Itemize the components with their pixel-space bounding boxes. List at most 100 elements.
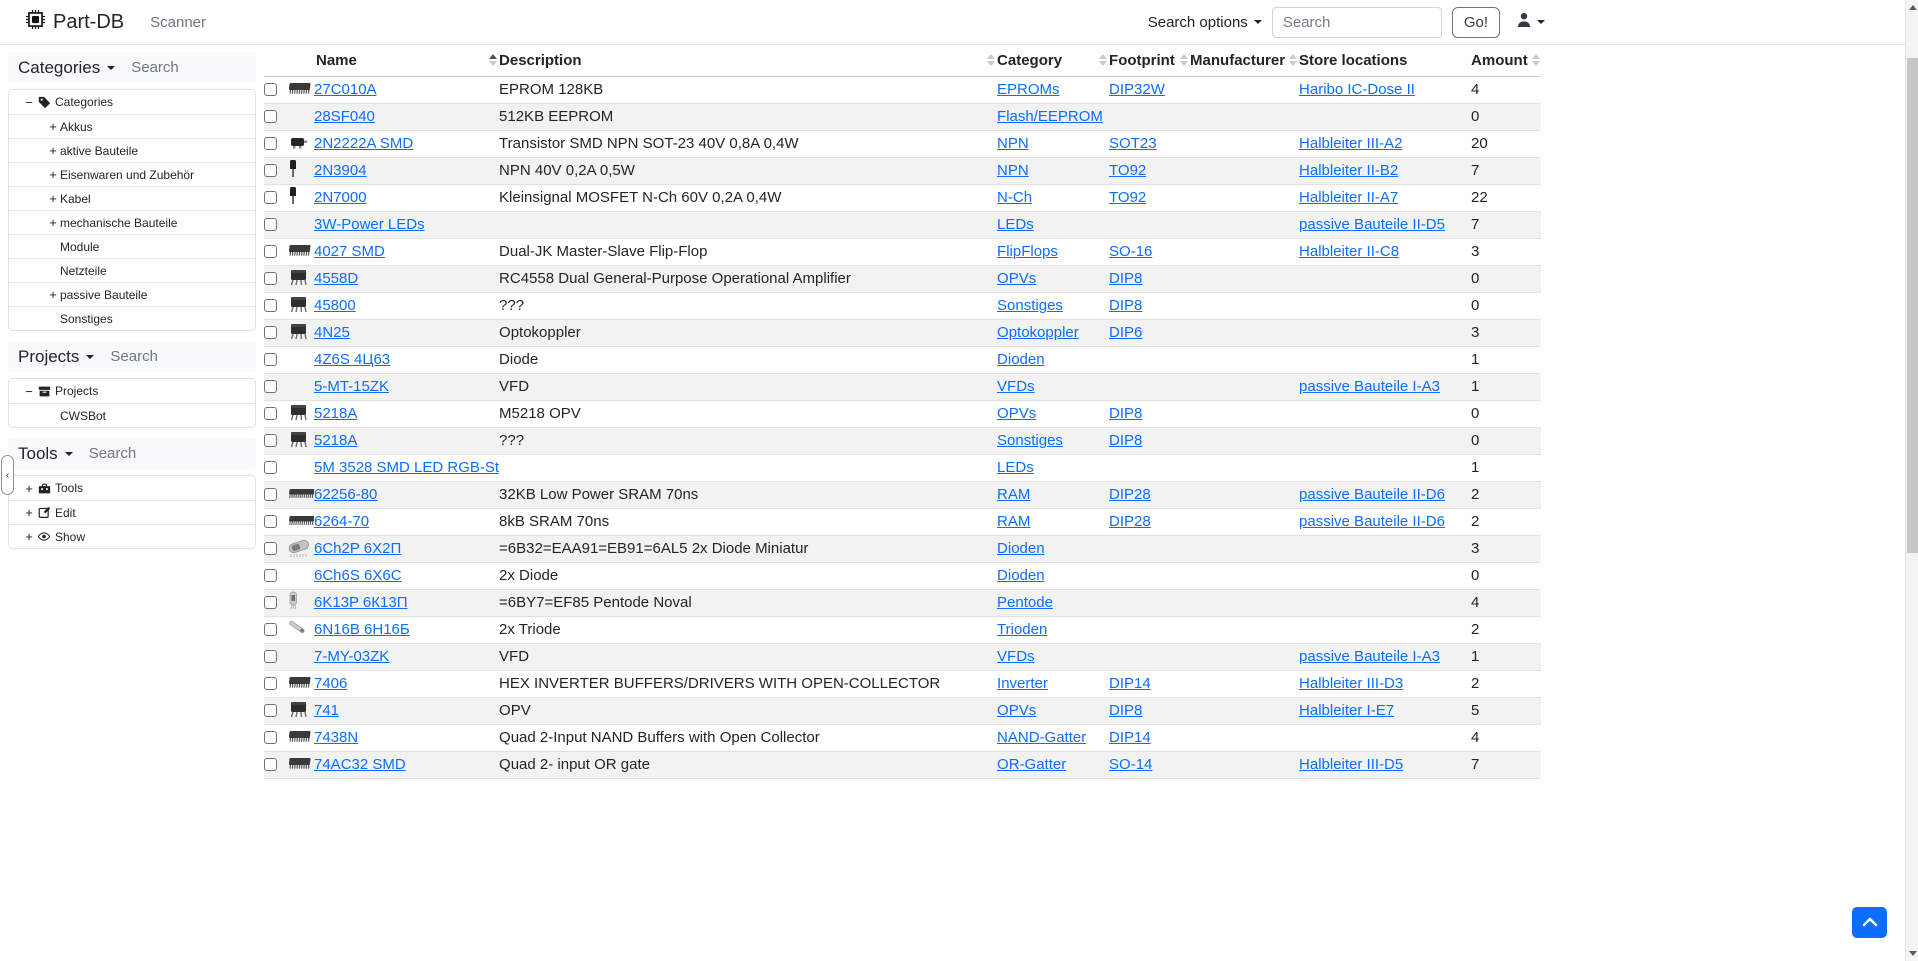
part-name-link[interactable]: 6N16B 6Н16Б [314,621,410,638]
expand-icon[interactable]: + [25,529,33,544]
page-scrollbar[interactable] [1905,0,1918,961]
part-name-link[interactable]: 6K13P 6К13П [314,594,408,611]
column-header-name[interactable]: Name [264,45,500,77]
row-select-checkbox[interactable] [264,218,277,231]
category-link[interactable]: NPN [997,135,1029,152]
part-name-link[interactable]: 28SF040 [314,108,375,125]
category-link[interactable]: Optokoppler [997,324,1079,341]
category-link[interactable]: FlipFlops [997,243,1058,260]
collapse-icon[interactable]: − [25,383,33,399]
footprint-link[interactable]: TO92 [1109,189,1147,206]
category-link[interactable]: Trioden [997,621,1048,638]
store-location-link[interactable]: Haribo IC-Dose II [1299,81,1415,98]
part-name-link[interactable]: 6Ch2P 6Х2П [314,540,402,557]
part-name-link[interactable]: 6Ch6S 6X6C [314,567,402,584]
row-select-checkbox[interactable] [264,542,277,555]
part-name-link[interactable]: 7406 [314,675,348,692]
footprint-link[interactable]: SO-14 [1109,756,1153,773]
store-location-link[interactable]: passive Bauteile II-D6 [1299,486,1445,503]
category-link[interactable]: Dioden [997,351,1045,368]
expand-icon[interactable]: + [25,480,33,496]
nav-item-scanner[interactable]: Scanner [150,13,206,31]
category-link[interactable]: Sonstiges [997,432,1063,449]
footprint-link[interactable]: DIP28 [1109,513,1151,530]
column-header-footprint[interactable]: Footprint [1109,45,1191,77]
row-select-checkbox[interactable] [264,272,277,285]
row-select-checkbox[interactable] [264,569,277,582]
tree-item-kabel[interactable]: + Kabel [9,186,255,210]
store-location-link[interactable]: passive Bauteile I-A3 [1299,378,1440,395]
part-name-link[interactable]: 2N7000 [314,189,367,206]
part-name-link[interactable]: 7438N [314,729,359,746]
row-select-checkbox[interactable] [264,83,277,96]
tree-item-sonstiges[interactable]: Sonstiges [9,306,255,330]
tree-item-categories[interactable]: − Categories [9,90,255,114]
footprint-link[interactable]: DIP14 [1109,675,1151,692]
projects-dropdown[interactable]: Projects [18,347,95,367]
row-select-checkbox[interactable] [264,677,277,690]
row-select-checkbox[interactable] [264,353,277,366]
part-name-link[interactable]: 2N3904 [314,162,367,179]
part-name-link[interactable]: 74AC32 SMD [314,756,406,773]
expand-icon[interactable]: + [49,119,57,134]
category-link[interactable]: OPVs [997,270,1037,287]
category-link[interactable]: VFDs [997,648,1035,665]
tree-item-module[interactable]: Module [9,234,255,258]
category-link[interactable]: Sonstiges [997,297,1063,314]
tree-item-netzteile[interactable]: Netzteile [9,258,255,282]
store-location-link[interactable]: Halbleiter I-E7 [1299,702,1395,719]
footprint-link[interactable]: TO92 [1109,162,1147,179]
tree-item-akkus[interactable]: + Akkus [9,114,255,138]
category-link[interactable]: EPROMs [997,81,1060,98]
category-link[interactable]: Pentode [997,594,1053,611]
tree-item-mechanische-bauteile[interactable]: + mechanische Bauteile [9,210,255,234]
part-name-link[interactable]: 6264-70 [314,513,370,530]
categories-dropdown[interactable]: Categories [18,58,116,78]
row-select-checkbox[interactable] [264,731,277,744]
store-location-link[interactable]: Halbleiter III-D3 [1299,675,1404,692]
row-select-checkbox[interactable] [264,596,277,609]
part-name-link[interactable]: 5218A [314,405,358,422]
tree-item-tools[interactable]: + Tools [9,476,255,500]
part-name-link[interactable]: 741 [314,702,340,719]
tree-item-edit[interactable]: + Edit [9,500,255,524]
footprint-link[interactable]: DIP8 [1109,297,1143,314]
tools-dropdown[interactable]: Tools [18,444,73,464]
row-select-checkbox[interactable] [264,407,277,420]
column-header-description[interactable]: Description [499,45,998,77]
part-name-link[interactable]: 27C010A [314,81,377,98]
column-header-category[interactable]: Category [997,45,1110,77]
footprint-link[interactable]: DIP8 [1109,270,1143,287]
search-go-button[interactable]: Go! [1451,6,1500,38]
category-link[interactable]: Flash/EEPROM [997,108,1103,125]
category-link[interactable]: VFDs [997,378,1035,395]
expand-icon[interactable]: + [49,215,57,230]
store-location-link[interactable]: Halbleiter III-A2 [1299,135,1403,152]
search-options-dropdown[interactable]: Search options [1148,14,1262,31]
part-name-link[interactable]: 3W-Power LEDs [314,216,425,233]
part-name-link[interactable]: 45800 [314,297,356,314]
row-select-checkbox[interactable] [264,650,277,663]
store-location-link[interactable]: Halbleiter III-D5 [1299,756,1404,773]
tree-item-projects[interactable]: − Projects [9,379,255,403]
part-name-link[interactable]: 5-MT-15ZK [314,378,390,395]
row-select-checkbox[interactable] [264,623,277,636]
user-menu[interactable] [1516,12,1545,33]
row-select-checkbox[interactable] [264,434,277,447]
row-select-checkbox[interactable] [264,704,277,717]
app-brand[interactable]: Part-DB [26,9,124,35]
footprint-link[interactable]: DIP14 [1109,729,1151,746]
row-select-checkbox[interactable] [264,515,277,528]
part-name-link[interactable]: 4558D [314,270,359,287]
tree-item-aktive-bauteile[interactable]: + aktive Bauteile [9,138,255,162]
tree-item-passive-bauteile[interactable]: + passive Bauteile [9,282,255,306]
category-link[interactable]: LEDs [997,216,1034,233]
row-select-checkbox[interactable] [264,326,277,339]
part-name-link[interactable]: 2N2222A SMD [314,135,414,152]
store-location-link[interactable]: passive Bauteile I-A3 [1299,648,1440,665]
column-header-amount[interactable]: Amount [1471,45,1542,77]
scrollbar-thumb[interactable] [1907,58,1918,553]
row-select-checkbox[interactable] [264,488,277,501]
categories-search-input[interactable] [131,59,252,76]
category-link[interactable]: OR-Gatter [997,756,1067,773]
